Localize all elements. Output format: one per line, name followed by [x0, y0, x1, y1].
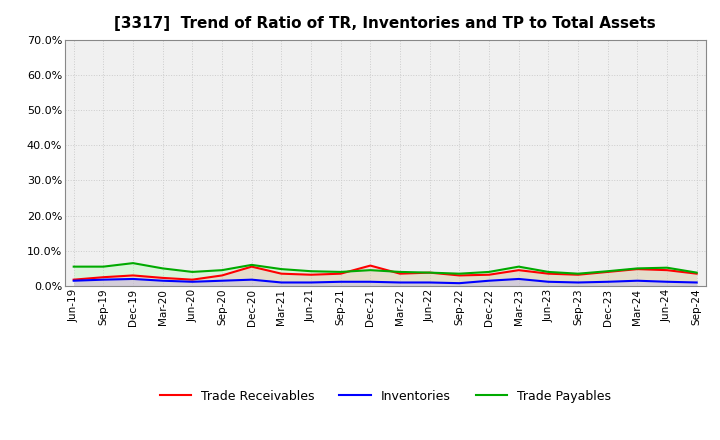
Inventories — [426, 280, 434, 285]
Trade Payables — [426, 270, 434, 275]
Trade Payables — [544, 269, 553, 275]
Inventories — [396, 280, 405, 285]
Inventories — [662, 279, 671, 284]
Trade Receivables — [455, 273, 464, 278]
Trade Payables — [336, 269, 345, 275]
Trade Receivables — [248, 264, 256, 269]
Trade Receivables — [603, 269, 612, 275]
Trade Receivables — [366, 263, 374, 268]
Trade Payables — [307, 268, 315, 274]
Trade Receivables — [217, 273, 226, 278]
Trade Receivables — [99, 275, 108, 280]
Trade Payables — [455, 271, 464, 276]
Trade Receivables — [544, 271, 553, 276]
Title: [3317]  Trend of Ratio of TR, Inventories and TP to Total Assets: [3317] Trend of Ratio of TR, Inventories… — [114, 16, 656, 32]
Trade Payables — [693, 270, 701, 275]
Legend: Trade Receivables, Inventories, Trade Payables: Trade Receivables, Inventories, Trade Pa… — [155, 385, 616, 408]
Trade Receivables — [514, 268, 523, 273]
Trade Receivables — [307, 272, 315, 277]
Trade Payables — [248, 262, 256, 268]
Inventories — [336, 279, 345, 284]
Trade Receivables — [633, 267, 642, 272]
Inventories — [455, 281, 464, 286]
Inventories — [574, 280, 582, 285]
Trade Receivables — [662, 268, 671, 273]
Trade Payables — [217, 268, 226, 273]
Trade Receivables — [485, 272, 493, 277]
Trade Payables — [603, 268, 612, 274]
Trade Receivables — [396, 271, 405, 276]
Trade Receivables — [693, 271, 701, 276]
Inventories — [485, 278, 493, 283]
Inventories — [633, 278, 642, 283]
Trade Receivables — [336, 271, 345, 276]
Inventories — [277, 280, 286, 285]
Trade Receivables — [188, 277, 197, 282]
Inventories — [217, 278, 226, 283]
Inventories — [248, 277, 256, 282]
Trade Receivables — [277, 271, 286, 276]
Trade Receivables — [158, 275, 167, 281]
Inventories — [307, 280, 315, 285]
Inventories — [129, 276, 138, 282]
Trade Payables — [485, 269, 493, 275]
Line: Inventories: Inventories — [73, 279, 697, 283]
Inventories — [188, 279, 197, 284]
Trade Payables — [99, 264, 108, 269]
Trade Receivables — [129, 273, 138, 278]
Trade Payables — [366, 268, 374, 273]
Trade Payables — [633, 266, 642, 271]
Inventories — [544, 279, 553, 284]
Trade Payables — [662, 265, 671, 270]
Inventories — [158, 278, 167, 283]
Trade Payables — [129, 260, 138, 266]
Inventories — [693, 280, 701, 285]
Inventories — [603, 279, 612, 284]
Trade Receivables — [574, 272, 582, 277]
Inventories — [99, 277, 108, 282]
Inventories — [366, 279, 374, 284]
Trade Payables — [277, 267, 286, 272]
Line: Trade Payables: Trade Payables — [73, 263, 697, 274]
Inventories — [514, 276, 523, 282]
Trade Payables — [574, 271, 582, 276]
Trade Payables — [514, 264, 523, 269]
Trade Payables — [158, 266, 167, 271]
Trade Payables — [188, 269, 197, 275]
Trade Payables — [69, 264, 78, 269]
Inventories — [69, 278, 78, 283]
Trade Receivables — [69, 277, 78, 282]
Line: Trade Receivables: Trade Receivables — [73, 266, 697, 280]
Trade Payables — [396, 269, 405, 275]
Trade Receivables — [426, 270, 434, 275]
